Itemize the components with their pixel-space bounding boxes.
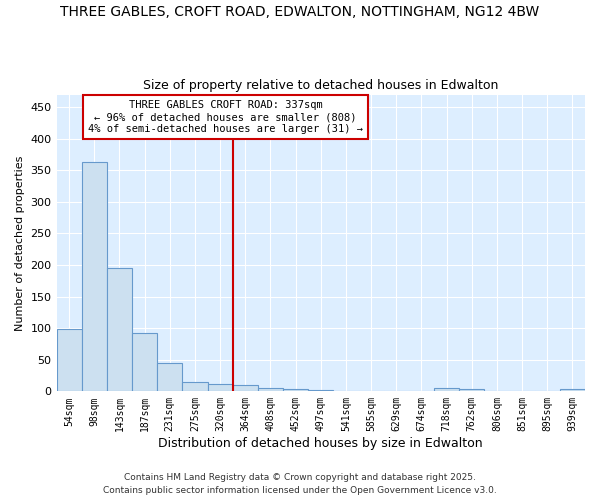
X-axis label: Distribution of detached houses by size in Edwalton: Distribution of detached houses by size … bbox=[158, 437, 483, 450]
Text: THREE GABLES CROFT ROAD: 337sqm
← 96% of detached houses are smaller (808)
4% of: THREE GABLES CROFT ROAD: 337sqm ← 96% of… bbox=[88, 100, 363, 134]
Bar bbox=[107, 268, 132, 392]
Bar bbox=[132, 332, 157, 392]
Bar bbox=[56, 329, 82, 392]
Bar bbox=[82, 162, 107, 392]
Text: Contains HM Land Registry data © Crown copyright and database right 2025.
Contai: Contains HM Land Registry data © Crown c… bbox=[103, 474, 497, 495]
Bar bbox=[308, 390, 334, 392]
Text: THREE GABLES, CROFT ROAD, EDWALTON, NOTTINGHAM, NG12 4BW: THREE GABLES, CROFT ROAD, EDWALTON, NOTT… bbox=[61, 5, 539, 19]
Bar bbox=[157, 363, 182, 392]
Bar bbox=[283, 389, 308, 392]
Bar bbox=[208, 384, 233, 392]
Bar bbox=[459, 390, 484, 392]
Bar bbox=[434, 388, 459, 392]
Y-axis label: Number of detached properties: Number of detached properties bbox=[15, 156, 25, 330]
Bar bbox=[258, 388, 283, 392]
Bar bbox=[560, 390, 585, 392]
Bar bbox=[233, 385, 258, 392]
Bar bbox=[383, 390, 409, 392]
Bar bbox=[334, 390, 359, 392]
Bar bbox=[182, 382, 208, 392]
Title: Size of property relative to detached houses in Edwalton: Size of property relative to detached ho… bbox=[143, 79, 499, 92]
